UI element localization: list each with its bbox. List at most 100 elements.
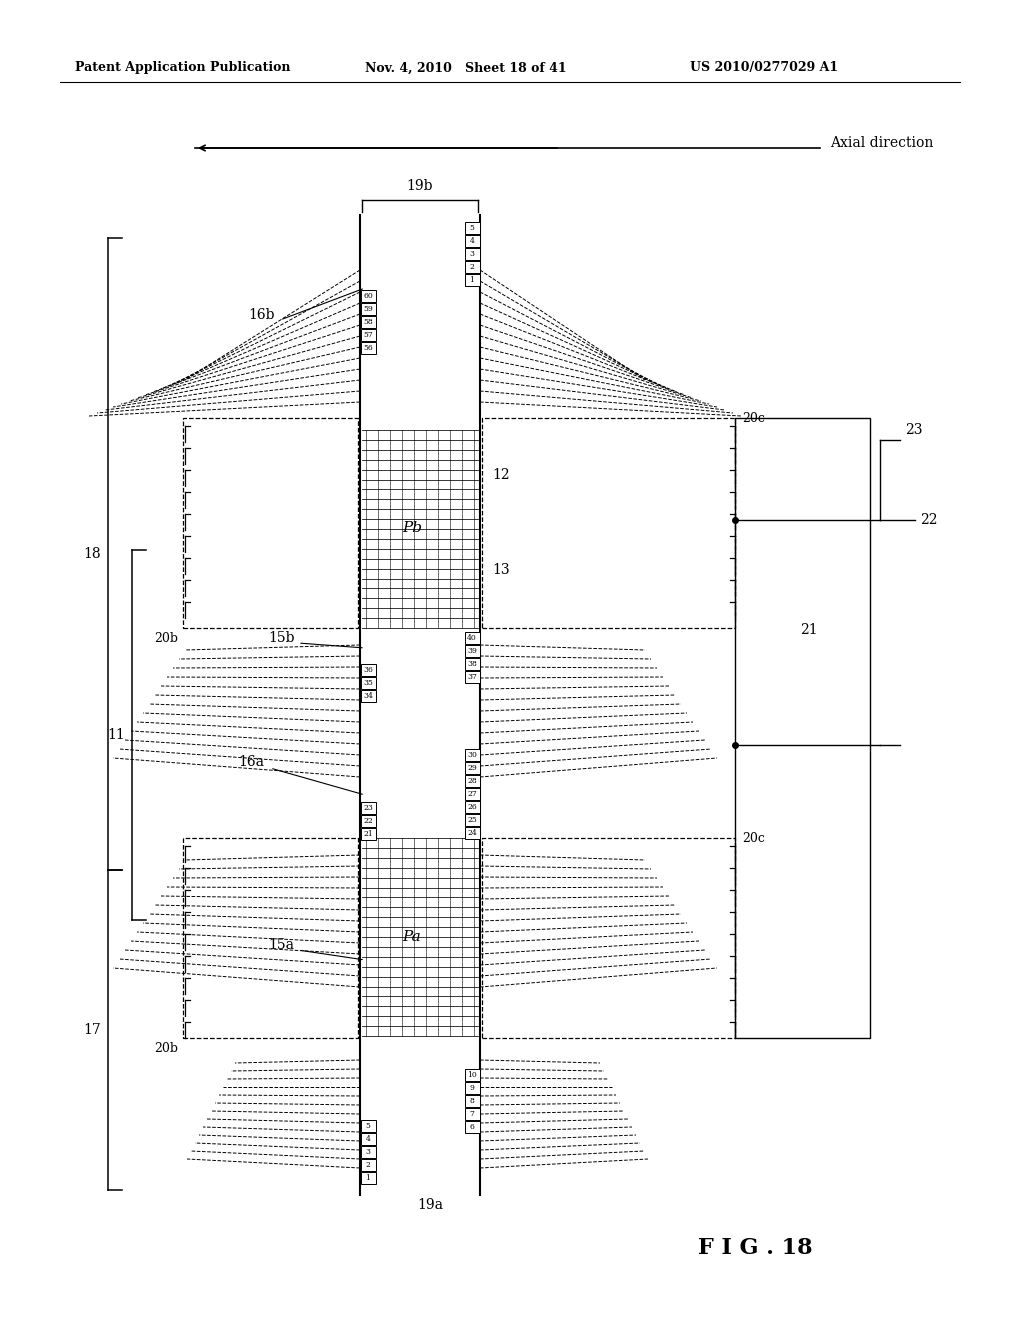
Bar — [360, 677, 376, 689]
Text: 4: 4 — [470, 238, 474, 246]
Text: 13: 13 — [492, 564, 510, 577]
Text: 56: 56 — [364, 345, 373, 352]
Bar — [465, 1069, 479, 1081]
Bar — [360, 1119, 376, 1133]
Text: 3: 3 — [469, 249, 474, 257]
Text: 9: 9 — [470, 1084, 474, 1092]
Text: Pa: Pa — [402, 931, 421, 944]
Text: 4: 4 — [366, 1135, 371, 1143]
Text: 8: 8 — [470, 1097, 474, 1105]
Text: 23: 23 — [364, 804, 373, 812]
Bar — [465, 762, 479, 774]
Bar — [183, 838, 358, 1038]
Bar — [360, 315, 376, 327]
Bar — [465, 1096, 479, 1107]
Text: 20b: 20b — [154, 631, 178, 644]
Text: 21: 21 — [364, 830, 373, 838]
Text: 11: 11 — [108, 729, 125, 742]
Text: 6: 6 — [470, 1123, 474, 1131]
Text: 5: 5 — [366, 1122, 371, 1130]
Text: 19a: 19a — [417, 1199, 443, 1212]
Bar — [482, 838, 735, 1038]
Bar — [465, 828, 479, 840]
Text: 58: 58 — [364, 318, 373, 326]
Text: 2: 2 — [366, 1162, 371, 1170]
Text: 21: 21 — [800, 623, 817, 638]
Text: 34: 34 — [364, 692, 373, 700]
Bar — [360, 1146, 376, 1158]
Text: 20b: 20b — [154, 1041, 178, 1055]
Bar — [465, 657, 479, 671]
Text: 39: 39 — [467, 647, 477, 655]
Text: 5: 5 — [470, 224, 474, 232]
Text: 29: 29 — [467, 764, 477, 772]
Text: 24: 24 — [467, 829, 477, 837]
Text: Axial direction: Axial direction — [830, 136, 933, 150]
Text: 15a: 15a — [268, 939, 294, 952]
Text: 35: 35 — [364, 678, 373, 686]
Bar — [360, 690, 376, 702]
Bar — [465, 671, 479, 682]
Bar — [360, 803, 376, 814]
Bar — [465, 632, 479, 644]
Bar — [465, 801, 479, 813]
Text: 27: 27 — [467, 789, 477, 799]
Text: 40: 40 — [467, 634, 477, 642]
Bar — [360, 342, 376, 354]
Text: 17: 17 — [83, 1023, 101, 1038]
Bar — [465, 261, 479, 273]
Text: 19b: 19b — [407, 180, 433, 193]
Bar — [360, 828, 376, 840]
Text: 38: 38 — [467, 660, 477, 668]
Text: 23: 23 — [905, 422, 923, 437]
Text: 30: 30 — [467, 751, 477, 759]
Text: Pb: Pb — [402, 521, 422, 535]
Text: 2: 2 — [470, 263, 474, 271]
Bar — [482, 418, 735, 628]
Text: 12: 12 — [492, 469, 510, 482]
Text: 10: 10 — [467, 1071, 477, 1078]
Text: 18: 18 — [83, 546, 100, 561]
Text: 22: 22 — [364, 817, 373, 825]
Bar — [360, 664, 376, 676]
Bar — [465, 645, 479, 657]
Text: 16a: 16a — [238, 755, 264, 770]
Bar — [465, 248, 479, 260]
Text: 3: 3 — [366, 1148, 371, 1156]
Bar — [360, 329, 376, 341]
Bar — [465, 235, 479, 247]
Bar — [465, 748, 479, 762]
Bar — [465, 788, 479, 800]
Bar — [465, 1107, 479, 1119]
Bar — [360, 1159, 376, 1171]
Text: 36: 36 — [364, 667, 373, 675]
Text: 20c: 20c — [742, 412, 765, 425]
Text: 20c: 20c — [742, 832, 765, 845]
Bar — [465, 1121, 479, 1133]
Text: 15b: 15b — [268, 631, 295, 645]
Text: 7: 7 — [470, 1110, 474, 1118]
Bar — [465, 775, 479, 787]
Bar — [465, 814, 479, 826]
Bar — [360, 304, 376, 315]
Bar — [183, 418, 358, 628]
Text: 59: 59 — [364, 305, 373, 313]
Bar — [360, 290, 376, 302]
Bar — [465, 222, 479, 234]
Text: F I G . 18: F I G . 18 — [697, 1237, 812, 1259]
Text: 22: 22 — [920, 513, 938, 527]
Text: 25: 25 — [467, 816, 477, 824]
Text: 16b: 16b — [248, 308, 274, 322]
Text: 57: 57 — [364, 331, 373, 339]
Text: 60: 60 — [364, 292, 373, 300]
Text: 1: 1 — [470, 276, 474, 284]
Bar — [465, 275, 479, 286]
Bar — [735, 418, 870, 1038]
Text: Patent Application Publication: Patent Application Publication — [75, 62, 291, 74]
Text: 28: 28 — [467, 777, 477, 785]
Bar — [360, 1172, 376, 1184]
Text: 26: 26 — [467, 803, 477, 810]
Text: 1: 1 — [366, 1173, 371, 1181]
Text: 37: 37 — [467, 673, 477, 681]
Bar — [465, 1082, 479, 1094]
